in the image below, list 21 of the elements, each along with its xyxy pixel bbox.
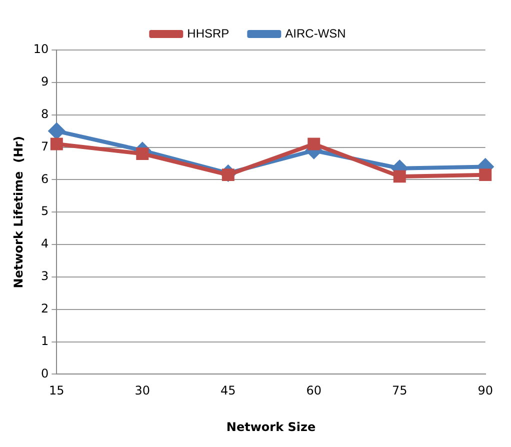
x-tick-label: 15 [49,384,64,398]
x-tick-label: 30 [134,384,150,398]
y-tick-label: 7 [41,139,49,154]
x-tick-label: 60 [306,384,322,398]
legend-label: AIRC-WSN [285,26,346,40]
legend-label: HHSRP [187,26,230,40]
y-tick-label: 1 [41,334,49,348]
x-axis-title: Network Size [226,420,316,434]
y-axis-title: Network Lifetime (Hr) [11,136,26,288]
x-tick-label: 45 [220,384,236,398]
y-tick-label: 3 [41,269,49,284]
y-tick-label: 2 [41,301,49,316]
y-tick-label: 10 [33,42,49,56]
y-tick-label: 8 [41,106,49,121]
y-tick-label: 6 [41,172,49,186]
y-tick-label: 9 [41,74,49,89]
y-tick-label: 5 [41,204,49,218]
x-tick-label: 75 [392,384,408,398]
y-tick-label: 4 [41,236,49,251]
y-tick-label: 0 [41,366,49,380]
x-tick-label: 90 [478,384,494,398]
